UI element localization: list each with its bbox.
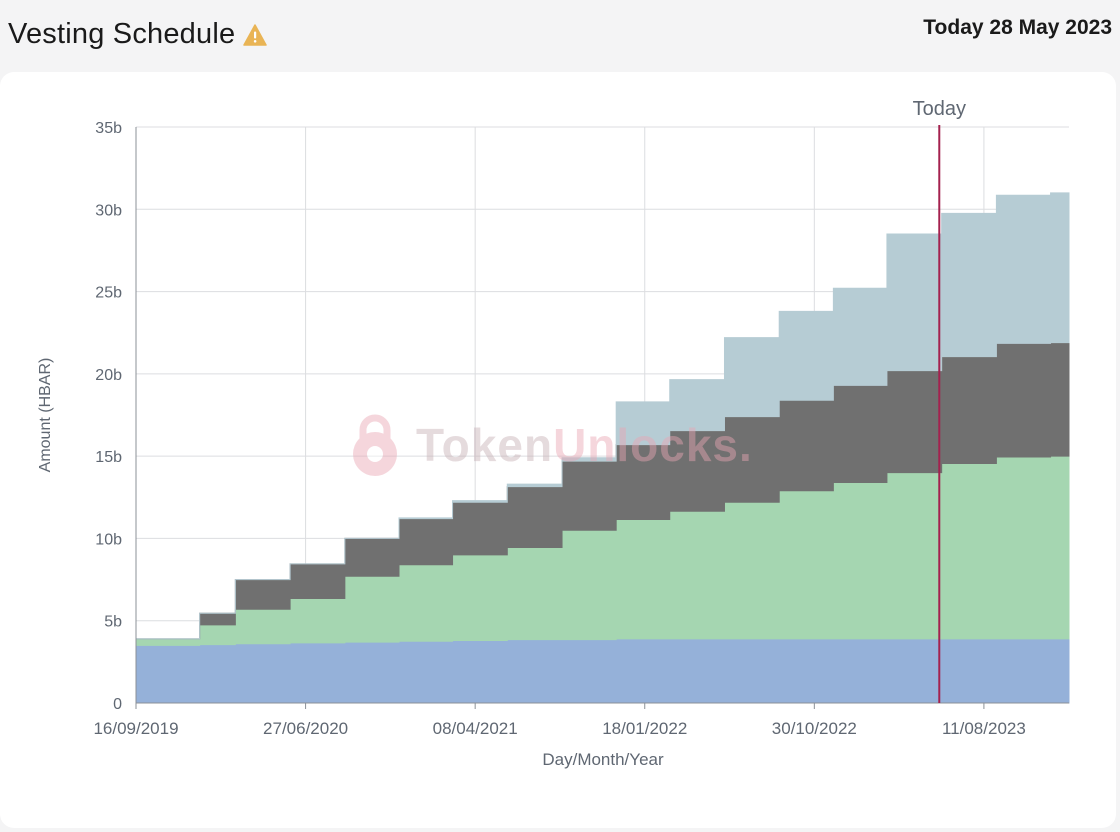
today-line-label: Today <box>913 98 966 120</box>
y-tick-label: 10b <box>95 531 122 548</box>
y-tick-label: 30b <box>95 202 122 219</box>
y-tick-label: 35b <box>95 120 122 137</box>
chart-axes: 0 5b 10b 15b 20b 25b 30b 35b 16/09/2019 27/06/202… <box>93 120 1069 738</box>
x-tick-label: 08/04/2021 <box>433 719 518 738</box>
y-tick-label: 5b <box>104 614 122 631</box>
header: Vesting Schedule Today 28 May 2023 <box>0 0 1120 72</box>
warning-triangle-icon[interactable] <box>243 23 268 46</box>
x-tick-label: 18/01/2022 <box>602 719 687 738</box>
page-title: Vesting Schedule <box>8 18 236 50</box>
y-tick-label: 25b <box>95 285 122 302</box>
y-axis-label: Amount (HBAR) <box>37 358 54 473</box>
x-tick-label: 30/10/2022 <box>772 719 857 738</box>
x-tick-label: 11/08/2023 <box>942 719 1026 738</box>
today-marker: Today <box>913 98 966 703</box>
title-group: Vesting Schedule <box>8 18 268 51</box>
chart-areas <box>135 192 1070 704</box>
y-tick-label: 20b <box>95 367 122 384</box>
x-axis-label: Day/Month/Year <box>542 750 664 769</box>
y-tick-label: 15b <box>95 449 122 466</box>
x-tick-label: 27/06/2020 <box>263 719 348 738</box>
x-tick-label: 16/09/2019 <box>93 719 178 738</box>
series-area-0 <box>135 638 1070 704</box>
today-date-label: Today 28 May 2023 <box>923 16 1112 39</box>
series-area-3 <box>136 192 1070 640</box>
y-tick-label: 0 <box>113 696 122 713</box>
